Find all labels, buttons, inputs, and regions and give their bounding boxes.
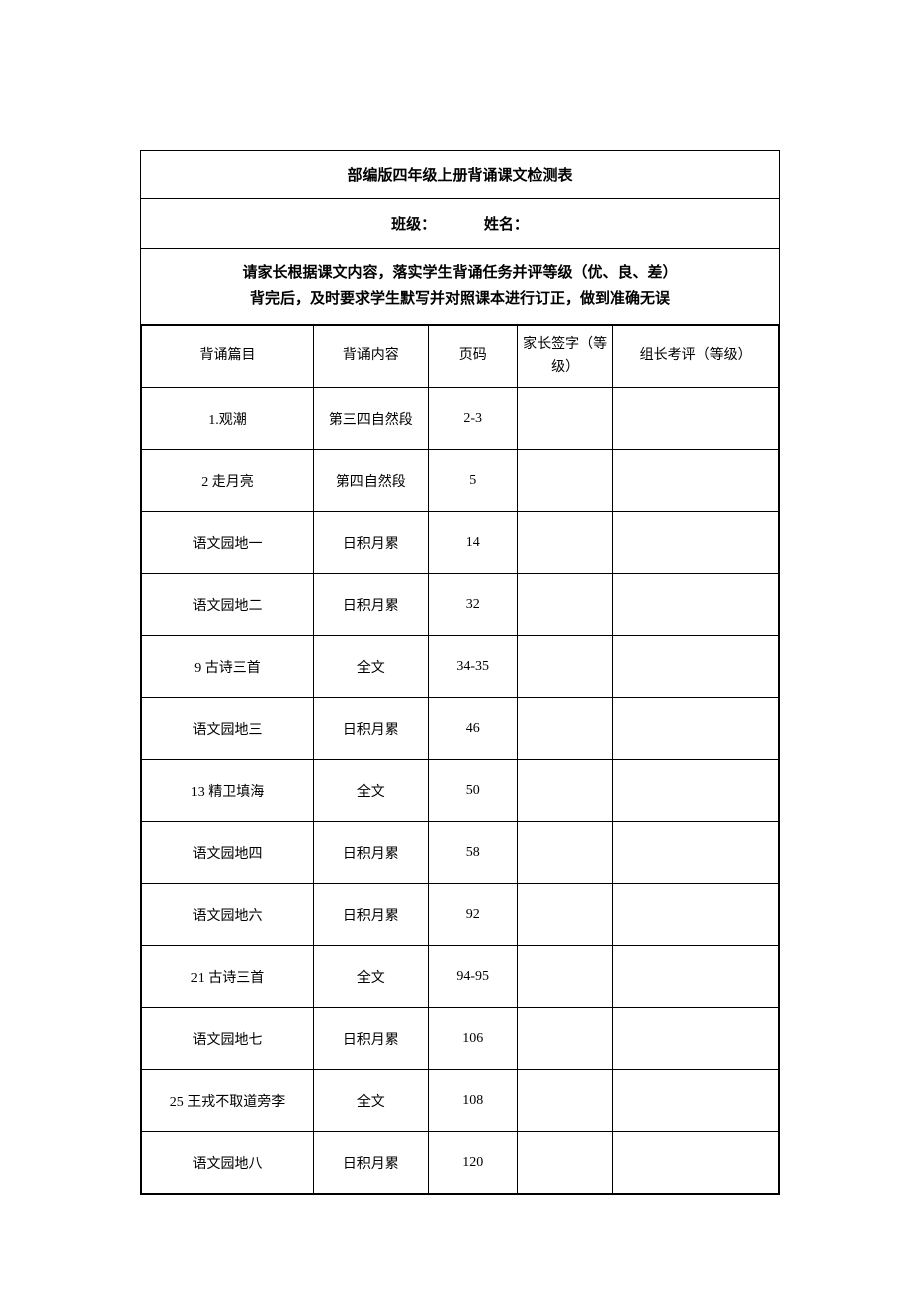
cell-parent-signature [517,760,613,822]
cell-leader-evaluation [613,574,779,636]
table-row: 语文园地二日积月累32 [142,574,779,636]
cell-parent-signature [517,636,613,698]
cell-page: 92 [428,884,517,946]
class-name-row: 班级： 姓名： [141,199,779,249]
cell-title: 1.观潮 [142,388,314,450]
cell-parent-signature [517,574,613,636]
cell-leader-evaluation [613,636,779,698]
cell-leader-evaluation [613,512,779,574]
cell-content: 日积月累 [313,574,428,636]
cell-content: 全文 [313,1070,428,1132]
cell-parent-signature [517,1132,613,1194]
cell-page: 34-35 [428,636,517,698]
table-title: 部编版四年级上册背诵课文检测表 [141,151,779,199]
cell-content: 日积月累 [313,512,428,574]
cell-page: 50 [428,760,517,822]
cell-page: 58 [428,822,517,884]
table-row: 语文园地三日积月累46 [142,698,779,760]
table-row: 2 走月亮第四自然段5 [142,450,779,512]
cell-parent-signature [517,388,613,450]
cell-content: 全文 [313,636,428,698]
header-leader: 组长考评（等级） [613,326,779,388]
cell-title: 语文园地八 [142,1132,314,1194]
cell-page: 106 [428,1008,517,1070]
header-title: 背诵篇目 [142,326,314,388]
header-parent: 家长签字（等级） [517,326,613,388]
cell-content: 日积月累 [313,884,428,946]
cell-content: 日积月累 [313,698,428,760]
table-row: 25 王戎不取道旁李全文108 [142,1070,779,1132]
checklist-table: 背诵篇目 背诵内容 页码 家长签字（等级） 组长考评（等级） 1.观潮第三四自然… [141,325,779,1194]
cell-title: 语文园地三 [142,698,314,760]
cell-leader-evaluation [613,698,779,760]
cell-content: 日积月累 [313,822,428,884]
cell-title: 语文园地四 [142,822,314,884]
class-label: 班级： [391,213,436,234]
cell-parent-signature [517,946,613,1008]
checklist-table-container: 部编版四年级上册背诵课文检测表 班级： 姓名： 请家长根据课文内容，落实学生背诵… [140,150,780,1195]
cell-content: 日积月累 [313,1008,428,1070]
table-row: 21 古诗三首全文94-95 [142,946,779,1008]
cell-title: 25 王戎不取道旁李 [142,1070,314,1132]
cell-content: 全文 [313,946,428,1008]
cell-leader-evaluation [613,1132,779,1194]
cell-page: 46 [428,698,517,760]
cell-title: 13 精卫填海 [142,760,314,822]
cell-leader-evaluation [613,1008,779,1070]
cell-page: 94-95 [428,946,517,1008]
cell-content: 日积月累 [313,1132,428,1194]
cell-leader-evaluation [613,1070,779,1132]
cell-parent-signature [517,884,613,946]
instruction-line-1: 请家长根据课文内容，落实学生背诵任务并评等级（优、良、差） [141,261,779,287]
cell-title: 语文园地七 [142,1008,314,1070]
cell-parent-signature [517,1070,613,1132]
cell-content: 全文 [313,760,428,822]
cell-parent-signature [517,512,613,574]
cell-parent-signature [517,698,613,760]
table-row: 语文园地六日积月累92 [142,884,779,946]
table-row: 语文园地七日积月累106 [142,1008,779,1070]
cell-title: 9 古诗三首 [142,636,314,698]
cell-title: 语文园地六 [142,884,314,946]
table-row: 语文园地一日积月累14 [142,512,779,574]
cell-title: 21 古诗三首 [142,946,314,1008]
cell-page: 32 [428,574,517,636]
cell-title: 2 走月亮 [142,450,314,512]
cell-parent-signature [517,822,613,884]
table-row: 9 古诗三首全文34-35 [142,636,779,698]
cell-leader-evaluation [613,822,779,884]
table-row: 1.观潮第三四自然段2-3 [142,388,779,450]
table-row: 13 精卫填海全文50 [142,760,779,822]
cell-page: 120 [428,1132,517,1194]
cell-page: 5 [428,450,517,512]
cell-page: 108 [428,1070,517,1132]
cell-title: 语文园地二 [142,574,314,636]
cell-leader-evaluation [613,450,779,512]
cell-leader-evaluation [613,946,779,1008]
cell-parent-signature [517,1008,613,1070]
cell-page: 2-3 [428,388,517,450]
table-row: 语文园地四日积月累58 [142,822,779,884]
cell-leader-evaluation [613,884,779,946]
cell-leader-evaluation [613,388,779,450]
cell-page: 14 [428,512,517,574]
instruction-line-2: 背完后，及时要求学生默写并对照课本进行订正，做到准确无误 [141,287,779,313]
cell-content: 第三四自然段 [313,388,428,450]
cell-title: 语文园地一 [142,512,314,574]
table-row: 语文园地八日积月累120 [142,1132,779,1194]
header-content: 背诵内容 [313,326,428,388]
cell-parent-signature [517,450,613,512]
table-body: 1.观潮第三四自然段2-32 走月亮第四自然段5语文园地一日积月累14语文园地二… [142,388,779,1194]
instructions-row: 请家长根据课文内容，落实学生背诵任务并评等级（优、良、差） 背完后，及时要求学生… [141,249,779,325]
header-row: 背诵篇目 背诵内容 页码 家长签字（等级） 组长考评（等级） [142,326,779,388]
name-label: 姓名： [484,213,529,234]
header-page: 页码 [428,326,517,388]
cell-leader-evaluation [613,760,779,822]
cell-content: 第四自然段 [313,450,428,512]
